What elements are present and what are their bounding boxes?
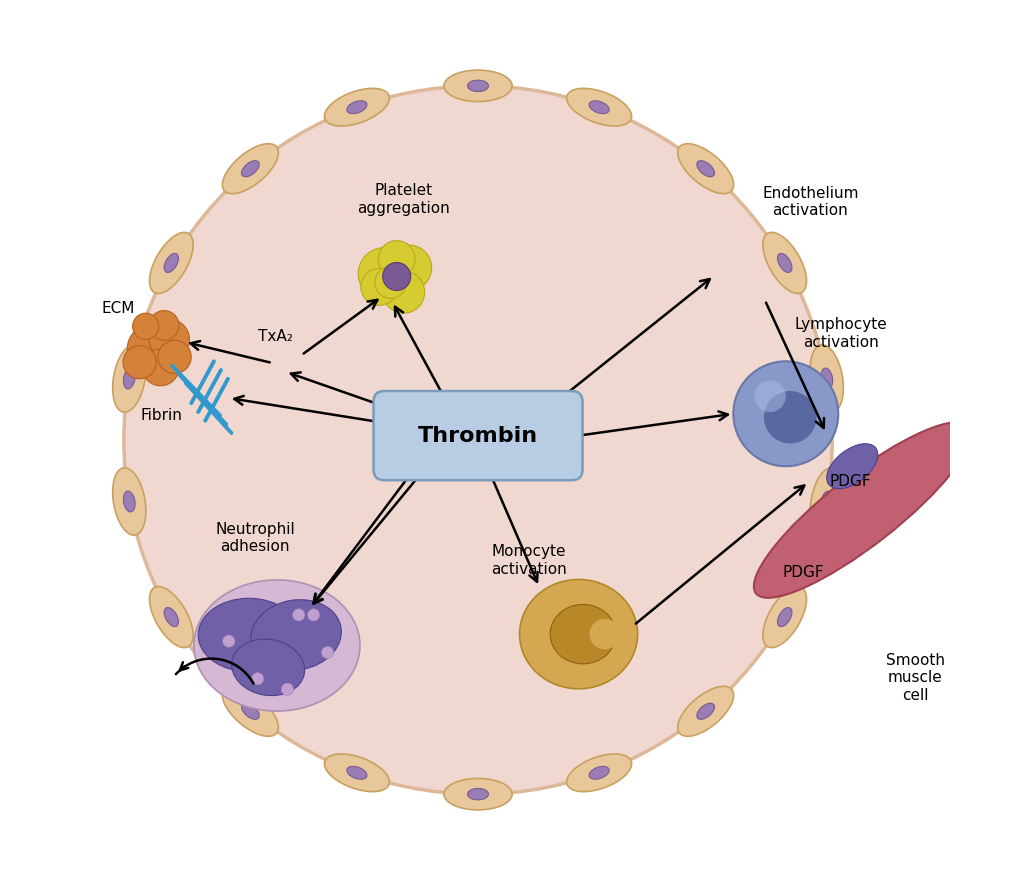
- Text: Endothelium
activation: Endothelium activation: [762, 186, 859, 218]
- Ellipse shape: [754, 422, 972, 598]
- Ellipse shape: [223, 143, 278, 194]
- Ellipse shape: [566, 754, 632, 792]
- Circle shape: [281, 683, 293, 695]
- Ellipse shape: [232, 639, 305, 696]
- Circle shape: [358, 247, 410, 300]
- Text: TxA₂: TxA₂: [258, 329, 292, 344]
- Circle shape: [754, 380, 786, 412]
- Text: Monocyte
activation: Monocyte activation: [490, 545, 566, 577]
- Ellipse shape: [697, 161, 714, 177]
- Ellipse shape: [113, 468, 146, 535]
- Ellipse shape: [468, 788, 488, 800]
- Text: Neutrophil
adhesion: Neutrophil adhesion: [215, 522, 294, 554]
- Text: PDGF: PDGF: [830, 474, 871, 489]
- Text: PDGF: PDGF: [783, 566, 824, 581]
- Ellipse shape: [444, 70, 512, 101]
- Ellipse shape: [241, 703, 260, 719]
- Text: Platelet
aggregation: Platelet aggregation: [357, 183, 450, 216]
- Ellipse shape: [821, 368, 833, 389]
- Ellipse shape: [150, 586, 193, 648]
- Ellipse shape: [566, 88, 632, 126]
- Ellipse shape: [778, 253, 792, 273]
- Ellipse shape: [324, 88, 390, 126]
- Ellipse shape: [123, 368, 135, 389]
- Circle shape: [223, 635, 235, 648]
- Ellipse shape: [164, 607, 179, 627]
- Ellipse shape: [444, 779, 512, 810]
- Ellipse shape: [589, 766, 609, 779]
- Ellipse shape: [697, 703, 714, 719]
- Ellipse shape: [347, 101, 367, 114]
- Ellipse shape: [763, 232, 806, 294]
- Circle shape: [158, 341, 191, 373]
- Circle shape: [386, 245, 432, 290]
- Ellipse shape: [778, 607, 792, 627]
- Ellipse shape: [324, 754, 390, 792]
- Circle shape: [143, 349, 179, 385]
- Circle shape: [123, 346, 156, 378]
- Ellipse shape: [194, 580, 360, 711]
- Ellipse shape: [811, 468, 843, 535]
- Circle shape: [149, 319, 190, 360]
- Ellipse shape: [223, 686, 278, 737]
- Ellipse shape: [519, 579, 637, 689]
- Circle shape: [361, 268, 397, 305]
- Ellipse shape: [821, 491, 833, 512]
- Ellipse shape: [198, 598, 300, 671]
- Circle shape: [321, 647, 333, 658]
- Circle shape: [124, 86, 832, 794]
- Ellipse shape: [468, 80, 488, 92]
- Circle shape: [149, 311, 179, 341]
- Ellipse shape: [241, 161, 260, 177]
- Circle shape: [764, 391, 817, 444]
- Ellipse shape: [763, 586, 806, 648]
- Circle shape: [308, 609, 320, 621]
- Ellipse shape: [164, 253, 179, 273]
- Ellipse shape: [827, 444, 878, 488]
- Ellipse shape: [677, 686, 734, 737]
- Circle shape: [292, 609, 305, 621]
- Ellipse shape: [113, 345, 146, 412]
- Ellipse shape: [150, 232, 193, 294]
- Circle shape: [374, 267, 406, 298]
- Ellipse shape: [123, 491, 135, 512]
- Ellipse shape: [590, 619, 620, 649]
- Circle shape: [127, 326, 172, 370]
- Text: ECM: ECM: [102, 301, 134, 316]
- Circle shape: [251, 672, 264, 685]
- Circle shape: [383, 271, 425, 313]
- Ellipse shape: [251, 599, 342, 671]
- Circle shape: [383, 262, 410, 290]
- FancyBboxPatch shape: [373, 391, 583, 480]
- Circle shape: [379, 240, 416, 277]
- Ellipse shape: [347, 766, 367, 779]
- Ellipse shape: [550, 605, 616, 664]
- Text: Lymphocyte
activation: Lymphocyte activation: [794, 317, 887, 349]
- Ellipse shape: [811, 345, 843, 412]
- Circle shape: [734, 362, 838, 466]
- Ellipse shape: [677, 143, 734, 194]
- Text: Thrombin: Thrombin: [418, 426, 538, 445]
- Text: Fibrin: Fibrin: [141, 408, 183, 423]
- Ellipse shape: [589, 101, 609, 114]
- Circle shape: [132, 313, 159, 340]
- Text: Smooth
muscle
cell: Smooth muscle cell: [885, 653, 945, 703]
